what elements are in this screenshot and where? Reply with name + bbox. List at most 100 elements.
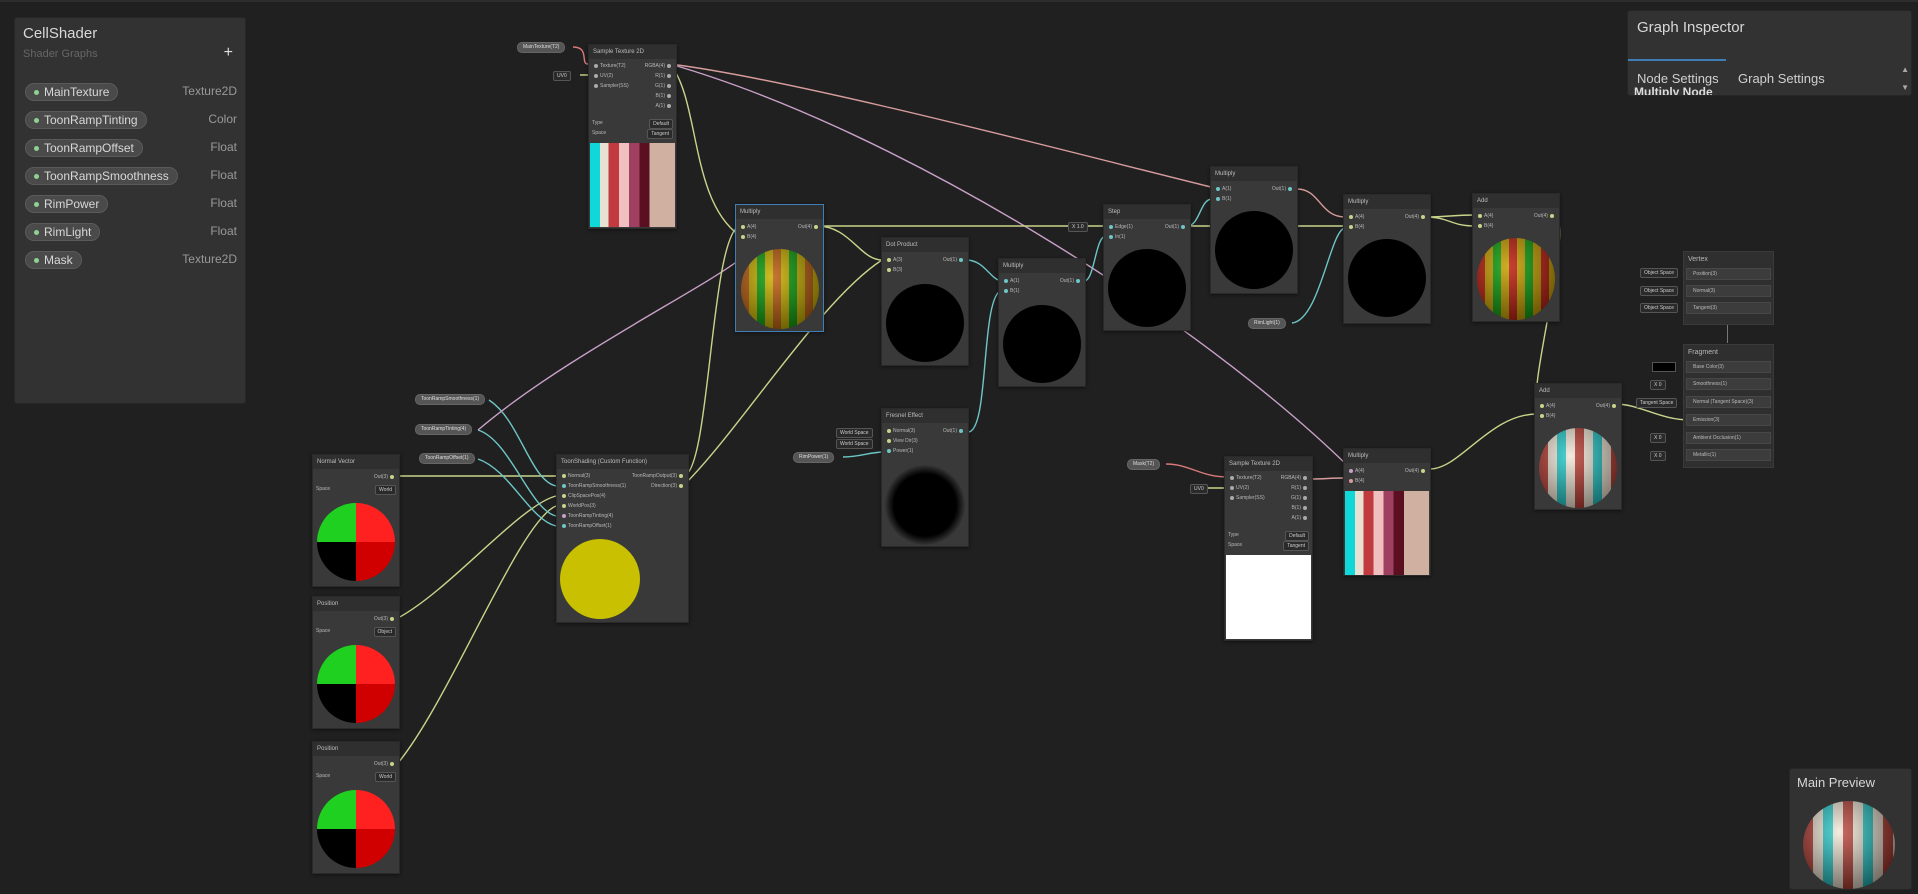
input-port[interactable]: Texture(T2) bbox=[592, 62, 626, 70]
property-pill[interactable]: RimPower bbox=[25, 195, 109, 213]
type-dropdown[interactable]: Default bbox=[1285, 531, 1309, 541]
output-port[interactable]: Out(4) bbox=[798, 223, 820, 231]
output-port[interactable]: RGBA(4) bbox=[645, 62, 673, 70]
property-row[interactable]: ToonRampSmoothness Float bbox=[23, 166, 243, 188]
fragment-slot-smoothness[interactable]: Smoothness(1) bbox=[1686, 378, 1771, 390]
input-port[interactable]: A(4) bbox=[1347, 467, 1364, 475]
multiply-node[interactable]: Multiply A(1) B(1) Out(1) bbox=[1210, 166, 1298, 294]
metallic-control[interactable]: X 0 bbox=[1650, 451, 1666, 461]
vertex-slot-normal[interactable]: Normal(3) bbox=[1686, 285, 1771, 297]
input-port[interactable]: UV(2) bbox=[1228, 484, 1249, 492]
input-port[interactable]: Sampler(SS) bbox=[592, 82, 629, 90]
fragment-slot-metallic[interactable]: Metallic(1) bbox=[1686, 449, 1771, 461]
space-dropdown[interactable]: Tangent bbox=[647, 129, 673, 139]
step-node[interactable]: Step Edge(1) In(1) Out(1) bbox=[1103, 204, 1191, 331]
input-port[interactable]: A(4) bbox=[1538, 402, 1555, 410]
property-pill[interactable]: Mask bbox=[25, 251, 82, 269]
fragment-slot-normal[interactable]: Normal (Tangent Space)(3) bbox=[1686, 396, 1771, 408]
scroll-down-icon[interactable]: ▼ bbox=[1901, 83, 1909, 92]
output-port[interactable]: Out(4) bbox=[1596, 402, 1618, 410]
multiply-node[interactable]: Multiply A(1) B(1) Out(1) bbox=[998, 258, 1086, 387]
add-property-button[interactable]: + bbox=[223, 44, 233, 61]
input-port[interactable]: A(4) bbox=[1476, 212, 1493, 220]
input-port[interactable]: B(3) bbox=[885, 266, 902, 274]
normal-space-control[interactable]: Tangent Space bbox=[1636, 398, 1678, 408]
vertex-slot-position[interactable]: Position(3) bbox=[1686, 268, 1771, 280]
space-dropdown[interactable]: Tangent bbox=[1283, 541, 1309, 551]
output-port[interactable]: ToonRampOutput(3) bbox=[632, 472, 685, 480]
input-port[interactable]: ToonRampOffset(1) bbox=[560, 522, 612, 530]
space-dropdown[interactable]: World bbox=[375, 485, 396, 495]
fragment-stack[interactable]: Fragment Base Color(3) Smoothness(1) Nor… bbox=[1683, 344, 1774, 468]
uv-dropdown[interactable]: UV0 bbox=[553, 71, 571, 81]
property-row[interactable]: Mask Texture2D bbox=[23, 250, 243, 272]
input-port[interactable]: Edge(1) bbox=[1107, 223, 1133, 231]
input-port[interactable]: B(4) bbox=[1538, 412, 1555, 420]
input-port[interactable]: A(4) bbox=[739, 223, 756, 231]
output-port[interactable]: Out(4) bbox=[1534, 212, 1556, 220]
output-port[interactable]: Out(3) bbox=[374, 473, 396, 481]
property-pill[interactable]: MainTexture bbox=[25, 83, 119, 101]
fresnel-space-2[interactable]: World Space bbox=[836, 439, 873, 449]
input-port[interactable]: View Dir(3) bbox=[885, 437, 918, 445]
chip-tinting[interactable]: ToonRampTinting(4) bbox=[415, 424, 473, 435]
input-port[interactable]: B(4) bbox=[739, 233, 756, 241]
base-color-swatch[interactable] bbox=[1652, 362, 1676, 372]
output-port[interactable]: Out(3) bbox=[374, 760, 396, 768]
chip-rimlight[interactable]: RimLight(1) bbox=[1248, 318, 1286, 329]
fresnel-space-1[interactable]: World Space bbox=[836, 428, 873, 438]
vertex-stack[interactable]: Vertex Position(3) Normal(3) Tangent(3) bbox=[1683, 251, 1774, 325]
input-port[interactable]: WorldPos(3) bbox=[560, 502, 596, 510]
tab-graph-settings[interactable]: Graph Settings bbox=[1738, 71, 1825, 86]
output-port[interactable]: R(1) bbox=[655, 72, 673, 80]
input-port[interactable]: ToonRampTinting(4) bbox=[560, 512, 613, 520]
output-port[interactable]: R(1) bbox=[1291, 484, 1309, 492]
position-node[interactable]: Position Out(3) Space World bbox=[312, 741, 400, 874]
step-input[interactable]: X 1.0 bbox=[1068, 222, 1088, 232]
multiply-node[interactable]: Multiply A(4) B(4) Out(4) bbox=[1343, 448, 1431, 576]
fresnel-effect-node[interactable]: Fresnel Effect Normal(3) View Dir(3) Pow… bbox=[881, 408, 969, 547]
input-port[interactable]: UV(2) bbox=[592, 72, 613, 80]
input-port[interactable]: B(1) bbox=[1002, 287, 1019, 295]
input-port[interactable]: In(1) bbox=[1107, 233, 1125, 241]
input-port[interactable]: B(1) bbox=[1214, 195, 1231, 203]
sample-texture-node[interactable]: Sample Texture 2D Texture(T2) UV(2) Samp… bbox=[1224, 456, 1313, 641]
chip-mask[interactable]: Mask(T2) bbox=[1127, 459, 1161, 470]
input-port[interactable]: Normal(3) bbox=[885, 427, 915, 435]
preview-sphere[interactable] bbox=[1803, 801, 1895, 889]
output-port[interactable]: RGBA(4) bbox=[1281, 474, 1309, 482]
output-port[interactable]: G(1) bbox=[1291, 494, 1309, 502]
uv-dropdown-2[interactable]: UV0 bbox=[1190, 484, 1208, 494]
sample-texture-node[interactable]: Sample Texture 2D Texture(T2) UV(2) Samp… bbox=[588, 44, 677, 229]
output-port[interactable]: A(1) bbox=[656, 102, 673, 110]
input-port[interactable]: A(4) bbox=[1347, 213, 1364, 221]
output-port[interactable]: Out(1) bbox=[943, 427, 965, 435]
input-port[interactable]: ClipSpacePos(4) bbox=[560, 492, 606, 500]
input-port[interactable]: A(3) bbox=[885, 256, 902, 264]
space-dropdown[interactable]: World bbox=[375, 772, 396, 782]
output-port[interactable]: Out(1) bbox=[1165, 223, 1187, 231]
output-port[interactable]: Direction(3) bbox=[651, 482, 685, 490]
fragment-slot-base-color[interactable]: Base Color(3) bbox=[1686, 361, 1771, 373]
chip-smoothness[interactable]: ToonRampSmoothness(1) bbox=[415, 394, 486, 405]
property-row[interactable]: MainTexture Texture2D bbox=[23, 82, 243, 104]
vertex-space-control[interactable]: Object Space bbox=[1640, 303, 1679, 313]
input-port[interactable]: ToonRampSmoothness(1) bbox=[560, 482, 626, 490]
input-port[interactable]: B(4) bbox=[1347, 223, 1364, 231]
dot-product-node[interactable]: Dot Product A(3) B(3) Out(1) bbox=[881, 237, 969, 366]
ao-control[interactable]: X 0 bbox=[1650, 433, 1666, 443]
output-port[interactable]: Out(3) bbox=[374, 615, 396, 623]
input-port[interactable]: B(4) bbox=[1347, 477, 1364, 485]
multiply-node[interactable]: Multiply A(4) B(4) Out(4) bbox=[735, 204, 824, 332]
position-node[interactable]: Position Out(3) Space Object bbox=[312, 596, 400, 729]
type-dropdown[interactable]: Default bbox=[649, 119, 673, 129]
add-node[interactable]: Add A(4) B(4) Out(4) bbox=[1534, 383, 1622, 510]
chip-rimpower[interactable]: RimPower(1) bbox=[793, 452, 835, 463]
output-port[interactable]: Out(1) bbox=[1272, 185, 1294, 193]
output-port[interactable]: Out(1) bbox=[943, 256, 965, 264]
output-port[interactable]: G(1) bbox=[655, 82, 673, 90]
tab-node-settings[interactable]: Node Settings bbox=[1637, 71, 1719, 86]
input-port[interactable]: Power(1) bbox=[885, 447, 913, 455]
input-port[interactable]: Normal(3) bbox=[560, 472, 590, 480]
input-port[interactable]: A(1) bbox=[1214, 185, 1231, 193]
